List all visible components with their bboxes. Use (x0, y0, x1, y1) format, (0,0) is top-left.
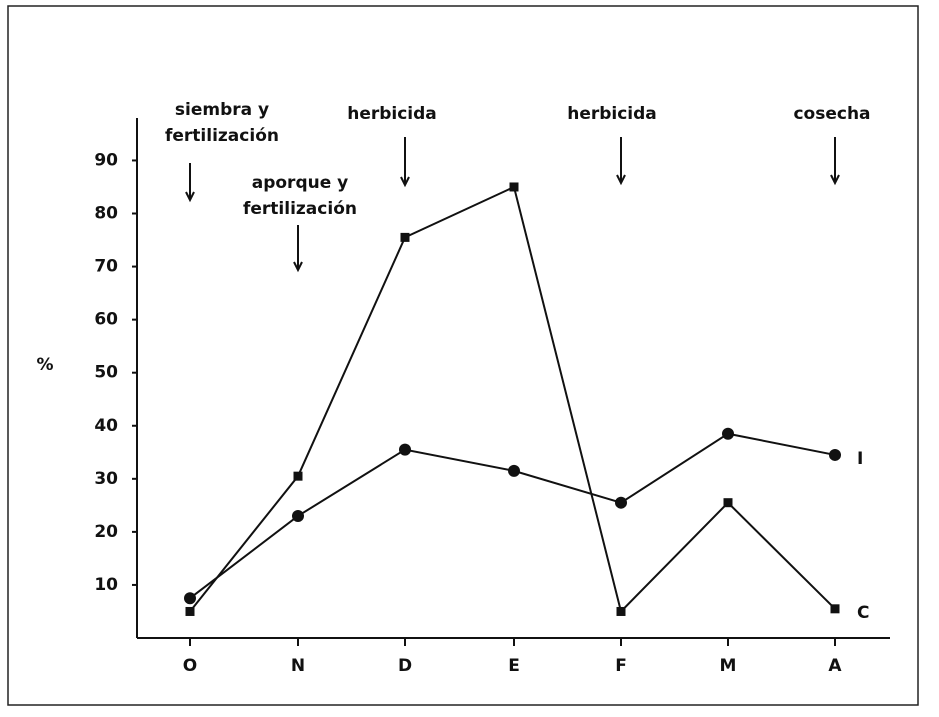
point (830, 604, 840, 614)
annotation: cosecha (793, 104, 870, 124)
point (399, 443, 411, 456)
x-tick-label: E (508, 656, 520, 676)
annotation: aporque y (252, 173, 349, 193)
y-tick-label: 20 (94, 522, 118, 542)
x-tick-label: F (615, 656, 627, 676)
point (400, 232, 410, 242)
point (292, 509, 304, 522)
x-tick-label: A (828, 656, 842, 676)
arrow-head (185, 191, 195, 203)
point (615, 496, 627, 509)
y-tick-label: 90 (94, 150, 118, 170)
series-line (189, 185, 836, 614)
series-label: I (857, 449, 863, 469)
y-tick-label: 70 (94, 257, 118, 277)
y-tick-label: 40 (94, 416, 118, 436)
arrow-head (400, 176, 410, 188)
annotation: herbicida (567, 104, 657, 124)
x-tick-label: N (291, 656, 305, 676)
point (185, 606, 195, 616)
x-tick-label: D (398, 656, 412, 676)
point (722, 427, 734, 440)
y-tick-label: 10 (94, 575, 118, 595)
annotation: fertilización (243, 199, 357, 219)
series-label: C (857, 603, 869, 623)
annotation: herbicida (347, 104, 437, 124)
point (829, 448, 841, 461)
arrow-head (830, 174, 840, 186)
y-axis-label: % (36, 355, 53, 375)
annotation: siembra y (175, 100, 269, 120)
point (616, 606, 626, 616)
x-tick-label: M (720, 656, 737, 676)
point (509, 182, 519, 192)
point (508, 464, 520, 477)
arrow-head (616, 174, 626, 186)
arrow-head (293, 261, 303, 273)
point (293, 471, 303, 481)
annotation: fertilización (165, 126, 279, 146)
y-tick-label: 30 (94, 469, 118, 489)
x-tick-label: O (183, 656, 197, 676)
y-tick-label: 60 (94, 310, 118, 330)
series-line (189, 432, 836, 599)
point (723, 498, 733, 508)
y-tick-label: 80 (94, 204, 118, 224)
y-tick-label: 50 (94, 363, 118, 383)
frame (7, 5, 919, 706)
point (184, 592, 196, 605)
